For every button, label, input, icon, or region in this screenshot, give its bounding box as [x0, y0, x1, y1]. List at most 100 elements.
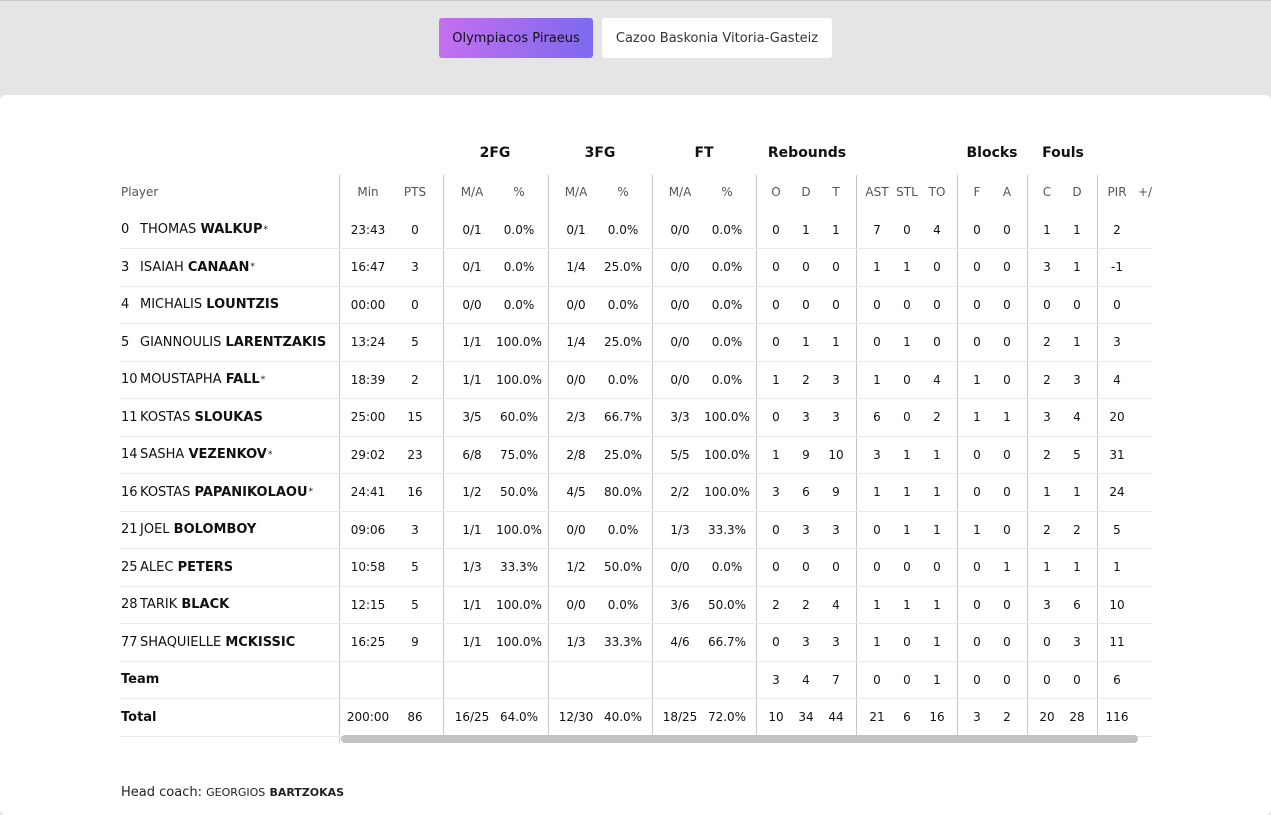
stat-cell: 64.0%	[499, 710, 539, 725]
stat-cell: 4	[933, 222, 941, 237]
stat-cell: 0/0	[670, 560, 690, 575]
stat-cell: -1	[1111, 260, 1123, 275]
stat-cell: 0	[973, 260, 981, 275]
column-separator	[756, 175, 757, 743]
stat-cell: 23:43	[350, 222, 386, 237]
starter-star-icon: *	[260, 374, 266, 385]
stat-cell: 0	[873, 335, 881, 350]
stat-cell: 0/0	[566, 372, 586, 387]
stat-cell: 0/0	[670, 222, 690, 237]
stat-cell: 0	[1043, 297, 1051, 312]
stat-cell: 9	[411, 635, 419, 650]
stat-cell: 100.0%	[496, 372, 542, 387]
stat-cell: 75.0%	[499, 447, 539, 462]
team-tabs: Olympiacos Piraeus Cazoo Baskonia Vitori…	[0, 18, 1271, 58]
stat-cell: 100.0%	[496, 522, 542, 537]
stat-cell: 0	[832, 297, 840, 312]
stat-cell: 33.3%	[603, 635, 643, 650]
player-row: 77 SHAQUIELLE MCKISSIC 16:25 9 1/1 100.0% 1/3 3…	[121, 624, 1152, 662]
player-row: 0 THOMAS WALKUP * 23:43 0 0/1 0.0% 0/1 0.0% 0/0 0.…	[121, 211, 1152, 249]
tab-baskonia[interactable]: Cazoo Baskonia Vitoria-Gasteiz	[602, 18, 832, 58]
stat-cell: 1	[1043, 485, 1051, 500]
group-header-ft: FT	[694, 145, 714, 161]
group-header-rebounds: Rebounds	[767, 145, 847, 161]
stat-cell: 66.7%	[707, 635, 747, 650]
stat-cell: 9	[802, 447, 810, 462]
stat-cell: 2	[1043, 372, 1051, 387]
player-name: 5 GIANNOULIS LARENTZAKIS	[121, 324, 331, 362]
player-name: 21 JOEL BOLOMBOY	[121, 511, 331, 549]
stat-cell: 18/25	[662, 710, 698, 725]
stat-cell: 0	[1003, 522, 1011, 537]
stat-cell: 0	[873, 672, 881, 687]
stat-cell: 2	[1043, 522, 1051, 537]
column-separator	[1097, 175, 1098, 743]
stat-cell: 6	[1113, 672, 1121, 687]
stat-cell: 0	[933, 297, 941, 312]
stat-cell: 1/3	[566, 635, 586, 650]
stat-cell: 0	[973, 297, 981, 312]
stat-cell: 0	[873, 522, 881, 537]
stat-cell: 3/5	[462, 410, 482, 425]
column-header: TO	[928, 185, 946, 199]
top-border	[0, 0, 1271, 1]
row-divider	[121, 585, 1152, 587]
stat-cell: 0	[1003, 335, 1011, 350]
stat-cell: 15	[407, 410, 423, 425]
stat-cell: 80.0%	[603, 485, 643, 500]
team-row-label: Team	[121, 672, 160, 688]
stat-cell: 4	[832, 597, 840, 612]
row-divider	[121, 398, 1152, 399]
stat-cell: 1	[873, 485, 881, 500]
stat-cell: 6	[802, 485, 810, 500]
column-header: D	[1072, 185, 1082, 199]
stat-cell: 0/1	[566, 222, 586, 237]
column-header: %	[513, 185, 525, 199]
stat-cell: 0	[1003, 260, 1011, 275]
stat-cell: 0	[933, 560, 941, 575]
stat-cell: 24:41	[350, 485, 386, 500]
player-last-name: FALL	[225, 372, 260, 388]
group-header-row: 2FG 3FG FT Rebounds Blocks Fouls	[121, 140, 1152, 166]
player-name: 3 ISAIAH CANAAN *	[121, 249, 331, 287]
stat-cell: 3	[832, 522, 840, 537]
stat-cell: 0	[772, 297, 780, 312]
player-last-name: BLACK	[181, 597, 230, 613]
head-coach-first-name: GEORGIOS	[206, 786, 266, 799]
stat-cell: 0	[1043, 635, 1051, 650]
column-header: F	[973, 185, 981, 199]
stat-cell: 0	[832, 260, 840, 275]
stat-cell: 100.0%	[704, 485, 750, 500]
stat-cell: 0/0	[670, 260, 690, 275]
stat-cell: 2	[933, 410, 941, 425]
stat-cell: 4	[1113, 372, 1121, 387]
head-coach-last-name: BARTZOKAS	[269, 786, 345, 799]
player-first-name: SHAQUIELLE	[140, 634, 222, 650]
stat-cell: 0	[903, 635, 911, 650]
stat-cell: 0/0	[462, 297, 482, 312]
stat-cell: 0	[772, 335, 780, 350]
stat-cell: 3	[873, 447, 881, 462]
player-last-name: LARENTZAKIS	[225, 334, 327, 350]
stat-cell: 0.0%	[607, 597, 639, 612]
stat-cell: 16	[929, 710, 945, 725]
column-header-player: Player	[121, 185, 159, 199]
column-header-row: Player Min PTS M/A% M/A% M/A% O D T AST STL TO F A C D P…	[121, 175, 1152, 209]
player-name: 4 MICHALIS LOUNTZIS	[121, 286, 331, 324]
horizontal-scrollbar[interactable]	[341, 735, 1138, 743]
tab-olympiacos[interactable]: Olympiacos Piraeus	[439, 18, 593, 58]
stat-cell: 1	[772, 372, 780, 387]
stat-cell: 0	[903, 222, 911, 237]
player-name: 16 KOSTAS PAPANIKOLAOU *	[121, 474, 331, 512]
stat-cell: 2/3	[566, 410, 586, 425]
stat-cell: 1/3	[462, 560, 482, 575]
player-name: 0 THOMAS WALKUP *	[121, 211, 331, 249]
stat-cell: 0.0%	[503, 260, 535, 275]
column-header: STL	[896, 185, 918, 199]
column-header: M/A	[460, 185, 484, 199]
stat-cell: 18:39	[350, 372, 386, 387]
starter-star-icon: *	[267, 449, 273, 460]
player-row: 21 JOEL BOLOMBOY 09:06 3 1/1 100.0% 0/0 0.0% 1/3…	[121, 511, 1152, 549]
column-separator	[652, 175, 653, 743]
stat-cell: 86	[407, 710, 423, 725]
